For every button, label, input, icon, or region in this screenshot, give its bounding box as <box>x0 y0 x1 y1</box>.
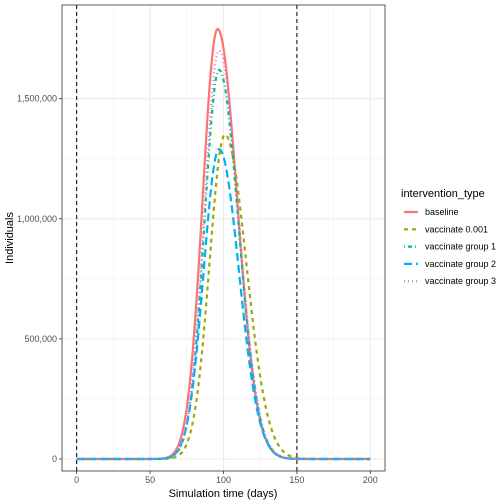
x-axis-title: Simulation time (days) <box>169 488 278 500</box>
x-tick-label: 200 <box>363 475 378 485</box>
y-tick-label: 0 <box>52 454 57 464</box>
series-line <box>76 49 371 461</box>
y-tick-label: 1,000,000 <box>17 214 57 224</box>
plot-area <box>62 5 385 471</box>
x-tick-label: 0 <box>74 475 79 485</box>
legend-label: vaccinate group 3 <box>425 276 496 286</box>
x-tick-label: 50 <box>145 475 155 485</box>
legend-label: vaccinate group 2 <box>425 259 496 269</box>
legend-title: intervention_type <box>401 188 485 200</box>
x-tick-label: 100 <box>216 475 231 485</box>
y-axis-title: Individuals <box>4 212 16 264</box>
legend-label: baseline <box>425 207 459 217</box>
y-tick-label: 1,500,000 <box>17 94 57 104</box>
y-tick-label: 500,000 <box>24 334 57 344</box>
legend: intervention_type baseline vaccinate 0.00… <box>401 188 496 286</box>
axes: 0 50 100 150 200 0 500,000 1,000,000 1,500,000 <box>17 4 386 485</box>
x-tick-label: 150 <box>289 475 304 485</box>
legend-label: vaccinate 0.001 <box>425 224 488 234</box>
legend-label: vaccinate group 1 <box>425 242 496 252</box>
